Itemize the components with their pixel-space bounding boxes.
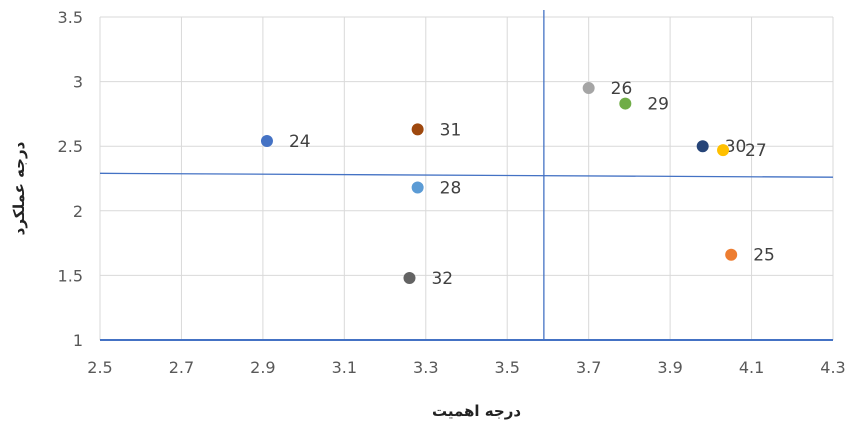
y-tick-label: 1.5 [58, 266, 83, 285]
data-point-25 [725, 248, 738, 261]
data-point-30 [696, 140, 709, 153]
x-tick-label: 4.1 [739, 358, 764, 377]
data-label-26: 26 [611, 79, 633, 99]
x-tick-label: 3.1 [332, 358, 357, 377]
y-tick-label: 3 [73, 73, 83, 92]
data-point-24 [260, 135, 273, 148]
data-label-28: 28 [440, 179, 462, 199]
data-label-27: 27 [745, 141, 767, 161]
data-label-25: 25 [753, 246, 775, 266]
data-point-32 [403, 271, 416, 284]
data-label-32: 32 [431, 269, 453, 289]
y-axis-title: درجه عملکرد [10, 141, 28, 235]
x-axis-title: درجه اهمیت [432, 402, 521, 420]
y-tick-label: 2 [73, 202, 83, 221]
y-tick-label: 1 [73, 331, 83, 350]
data-point-27 [717, 144, 730, 157]
x-tick-label: 4.3 [820, 358, 845, 377]
y-tick-label: 2.5 [58, 137, 83, 156]
data-label-24: 24 [289, 132, 311, 152]
data-point-26 [582, 82, 595, 95]
x-tick-label: 3.3 [413, 358, 438, 377]
x-tick-label: 3.5 [494, 358, 519, 377]
data-point-29 [619, 97, 632, 110]
data-point-28 [411, 181, 424, 194]
horizontal-reference-line [99, 172, 834, 178]
x-tick-label: 3.7 [576, 358, 601, 377]
y-tick-label: 3.5 [58, 8, 83, 27]
x-tick-label: 3.9 [657, 358, 682, 377]
data-label-30: 30 [725, 137, 747, 157]
x-tick-label: 2.9 [250, 358, 275, 377]
data-label-31: 31 [440, 120, 462, 140]
x-tick-label: 2.7 [169, 358, 194, 377]
x-tick-label: 2.5 [87, 358, 112, 377]
data-point-31 [411, 123, 424, 136]
data-label-29: 29 [647, 95, 669, 115]
